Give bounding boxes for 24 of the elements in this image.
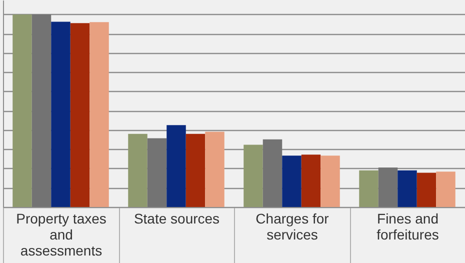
bar (51, 22, 70, 207)
bar (32, 14, 52, 207)
bar (359, 170, 378, 207)
bar (166, 125, 186, 207)
bar (378, 168, 398, 207)
bar (301, 154, 321, 207)
x-tick-label: Fines and forfeitures (376, 210, 439, 242)
bar (70, 23, 90, 207)
bar (398, 170, 417, 207)
x-tick-label: Charges for services (256, 210, 330, 242)
bar (320, 156, 340, 207)
bar (244, 144, 263, 207)
bar (147, 138, 167, 207)
bar (128, 134, 148, 207)
bar (205, 132, 224, 207)
bar (436, 172, 456, 207)
x-tick-label: Property taxes and assessments (16, 210, 106, 258)
bar (12, 14, 32, 207)
bar (186, 134, 206, 207)
x-tick-label: State sources (134, 210, 220, 226)
bar (282, 156, 302, 207)
bar (262, 139, 282, 207)
bar (416, 172, 436, 207)
bar (90, 22, 109, 207)
